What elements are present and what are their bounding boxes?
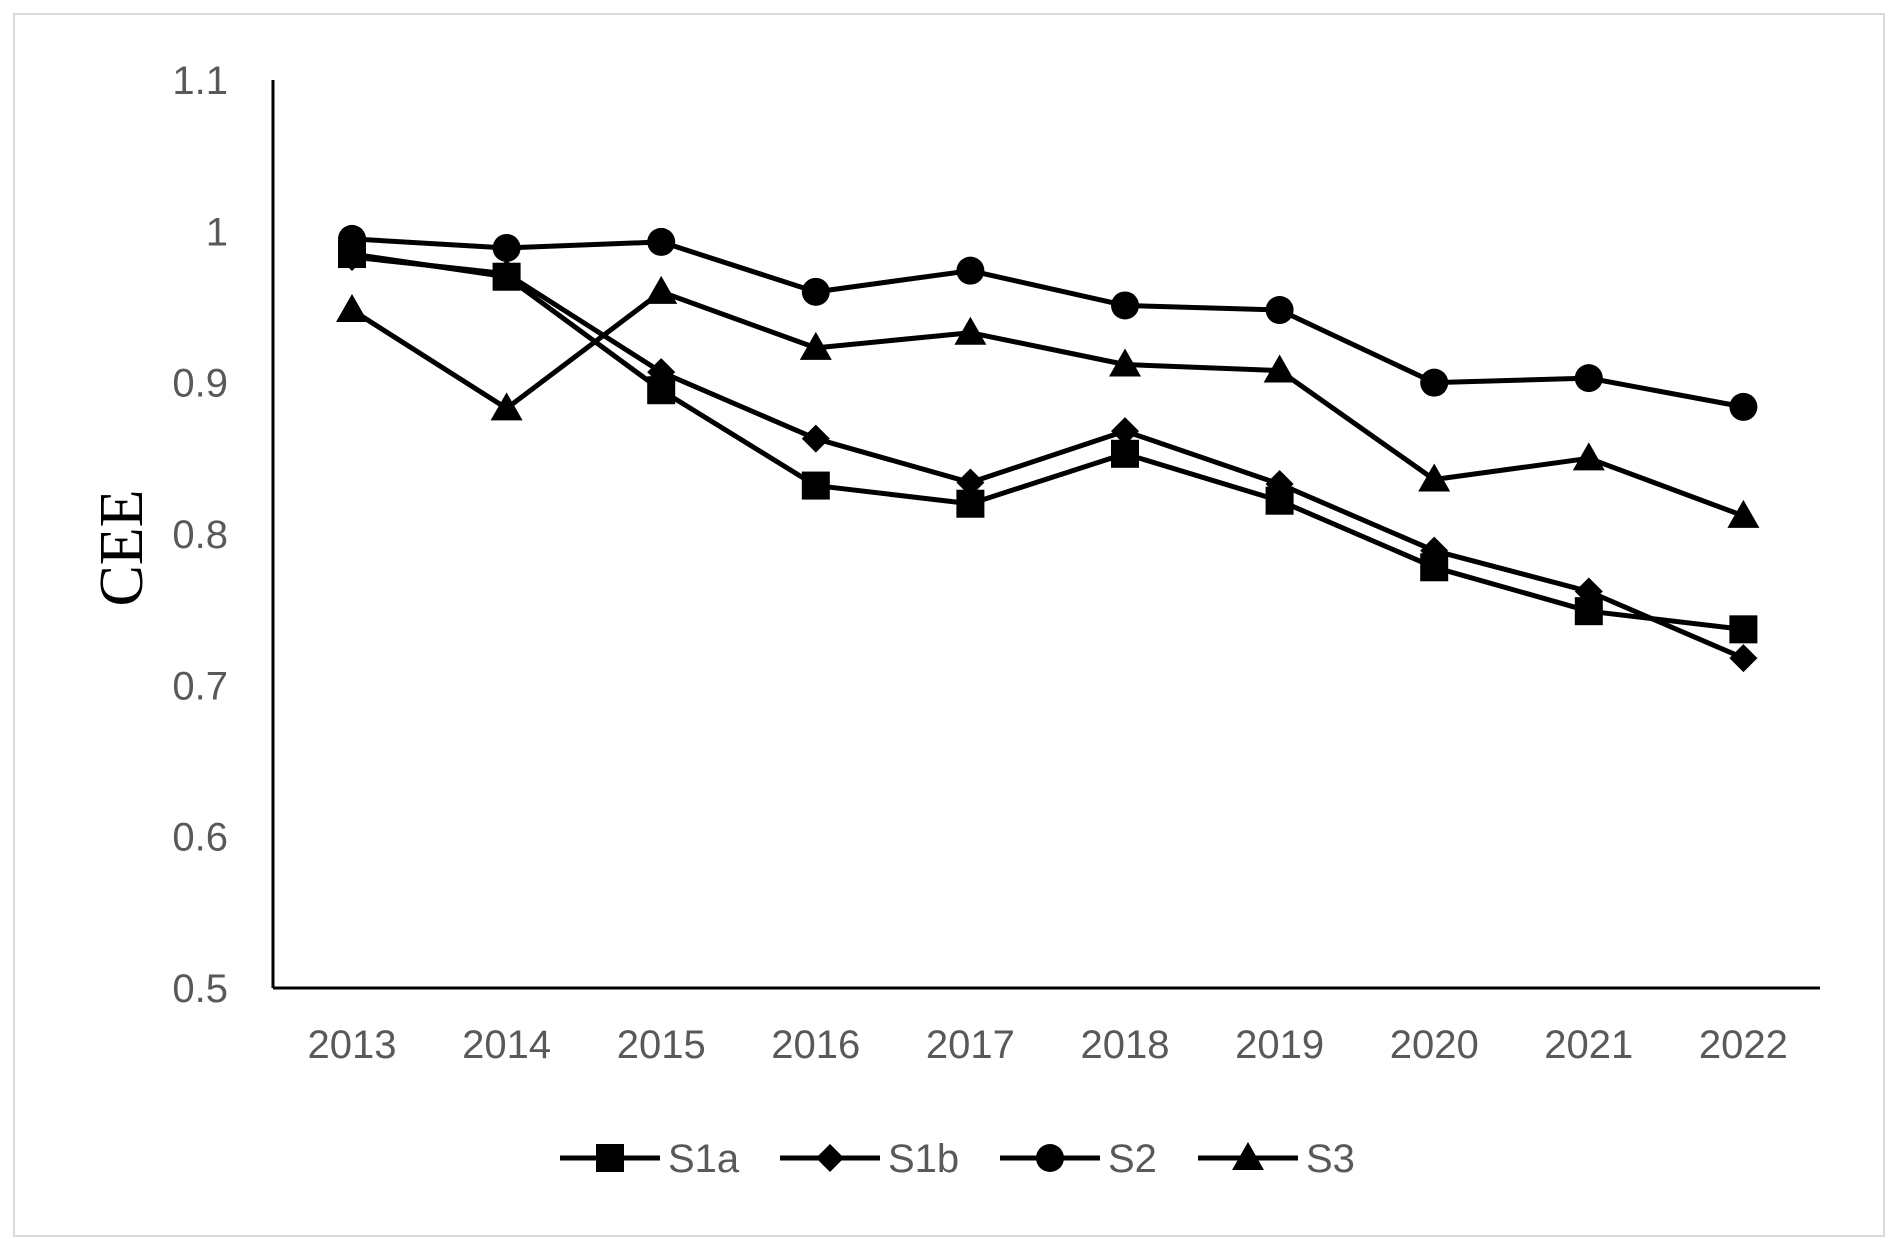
legend-label: S1b	[888, 1137, 959, 1181]
x-tick-label: 2013	[308, 1023, 397, 1067]
x-tick-label: 2018	[1081, 1023, 1170, 1067]
legend-swatch-marker	[596, 1144, 624, 1172]
data-point-s1b	[801, 424, 830, 453]
x-tick-labels: 2013 2014 2015 2016 2017 2018 2019 2020 2021 2022	[308, 1023, 1788, 1067]
data-point-s1b	[1265, 470, 1294, 499]
legend-swatch-marker	[816, 1144, 844, 1172]
x-tick-label: 2021	[1544, 1023, 1633, 1067]
data-point-s3	[490, 392, 523, 421]
series-s3	[336, 275, 1760, 528]
data-point-s1b	[1420, 536, 1449, 565]
data-point-s1b	[1729, 644, 1758, 673]
series-line-s1b	[351, 254, 1745, 661]
data-point-s3	[1727, 499, 1760, 528]
legend-swatch-marker	[1232, 1142, 1264, 1170]
x-tick-label: 2019	[1235, 1023, 1324, 1067]
legend-item-s3: S3	[1198, 1137, 1355, 1181]
legend-label: S2	[1108, 1137, 1157, 1181]
legend-swatch-marker	[1036, 1144, 1064, 1172]
series-s1a	[338, 240, 1758, 644]
y-tick-label: 0.9	[172, 362, 228, 406]
x-tick-label: 2014	[462, 1023, 551, 1067]
x-tick-label: 2022	[1699, 1023, 1788, 1067]
data-point-s2	[1420, 368, 1449, 397]
legend-label: S3	[1306, 1137, 1355, 1181]
x-tick-label: 2017	[926, 1023, 1015, 1067]
series-line-s3	[350, 289, 1745, 519]
chart-frame	[13, 13, 1885, 1237]
y-tick-label: 0.5	[172, 967, 228, 1011]
series-line-s1a	[351, 251, 1744, 632]
y-tick-label: 0.6	[172, 816, 228, 860]
axes	[271, 80, 1820, 990]
data-point-s3	[1572, 442, 1605, 471]
y-tick-labels: 0.5 0.6 0.7 0.8 0.9 1 1.1	[172, 59, 228, 1011]
x-tick-label: 2016	[771, 1023, 860, 1067]
y-tick-label: 0.7	[172, 664, 228, 708]
x-tick-label: 2020	[1390, 1023, 1479, 1067]
data-point-s2	[1111, 291, 1139, 320]
legend-label: S1a	[668, 1137, 740, 1181]
data-point-s3	[336, 294, 368, 323]
data-point-s3	[1263, 354, 1296, 383]
data-point-s2	[956, 256, 985, 285]
y-tick-label: 1	[206, 210, 228, 254]
data-point-s2	[801, 277, 830, 306]
data-point-s3	[954, 316, 987, 345]
data-point-s2	[1574, 364, 1603, 393]
legend-item-s1a: S1a	[560, 1137, 740, 1181]
data-point-s1a	[1729, 615, 1758, 644]
legend-item-s2: S2	[1000, 1137, 1157, 1181]
data-point-s3	[645, 275, 678, 304]
data-point-s1a	[801, 471, 830, 500]
legend-item-s1b: S1b	[780, 1137, 959, 1181]
data-point-s3	[1418, 463, 1451, 492]
data-point-s2	[338, 224, 366, 253]
data-point-s1b	[647, 358, 676, 387]
data-point-s3	[799, 331, 832, 360]
series-s2	[338, 224, 1758, 421]
data-point-s2	[1729, 392, 1758, 421]
data-point-s2	[492, 233, 521, 262]
y-axis-label: CEE	[88, 489, 156, 606]
series-line-s2	[351, 236, 1744, 410]
data-point-s1b	[956, 468, 985, 497]
data-point-s2	[647, 227, 676, 256]
y-tick-label: 0.8	[172, 513, 228, 557]
data-point-s3	[1109, 348, 1141, 377]
data-point-s1b	[492, 259, 521, 288]
y-tick-label: 1.1	[172, 59, 228, 103]
data-point-s1b	[1574, 577, 1603, 606]
data-point-s2	[1265, 296, 1294, 325]
x-tick-label: 2015	[617, 1023, 706, 1067]
legend: S1a S1b S2 S3	[560, 1137, 1355, 1181]
series-layer	[336, 224, 1760, 673]
data-point-s1b	[1111, 417, 1139, 446]
